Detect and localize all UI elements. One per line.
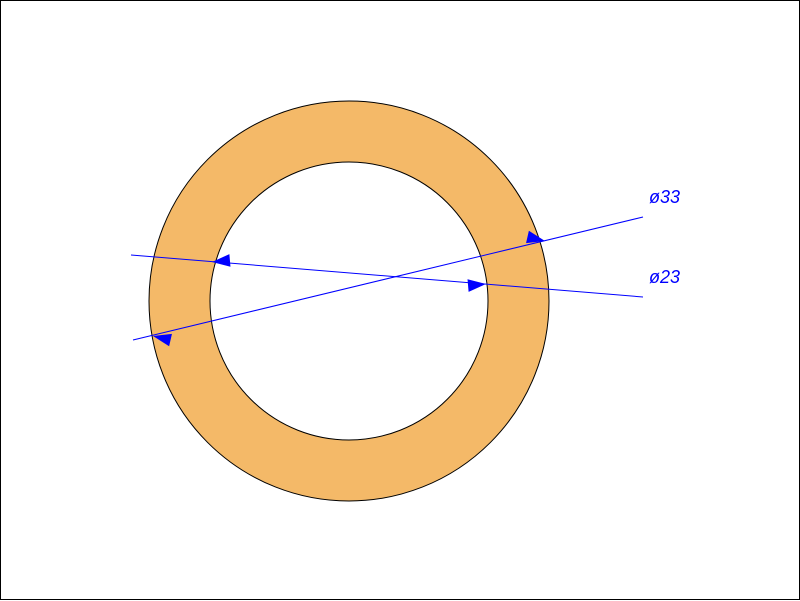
ring-diagram-svg: [1, 1, 800, 601]
diagram-canvas: ø33 ø23: [0, 0, 800, 600]
outer-circle: [149, 101, 549, 501]
inner-diameter-label: ø23: [649, 267, 680, 288]
outer-diameter-label: ø33: [649, 187, 680, 208]
